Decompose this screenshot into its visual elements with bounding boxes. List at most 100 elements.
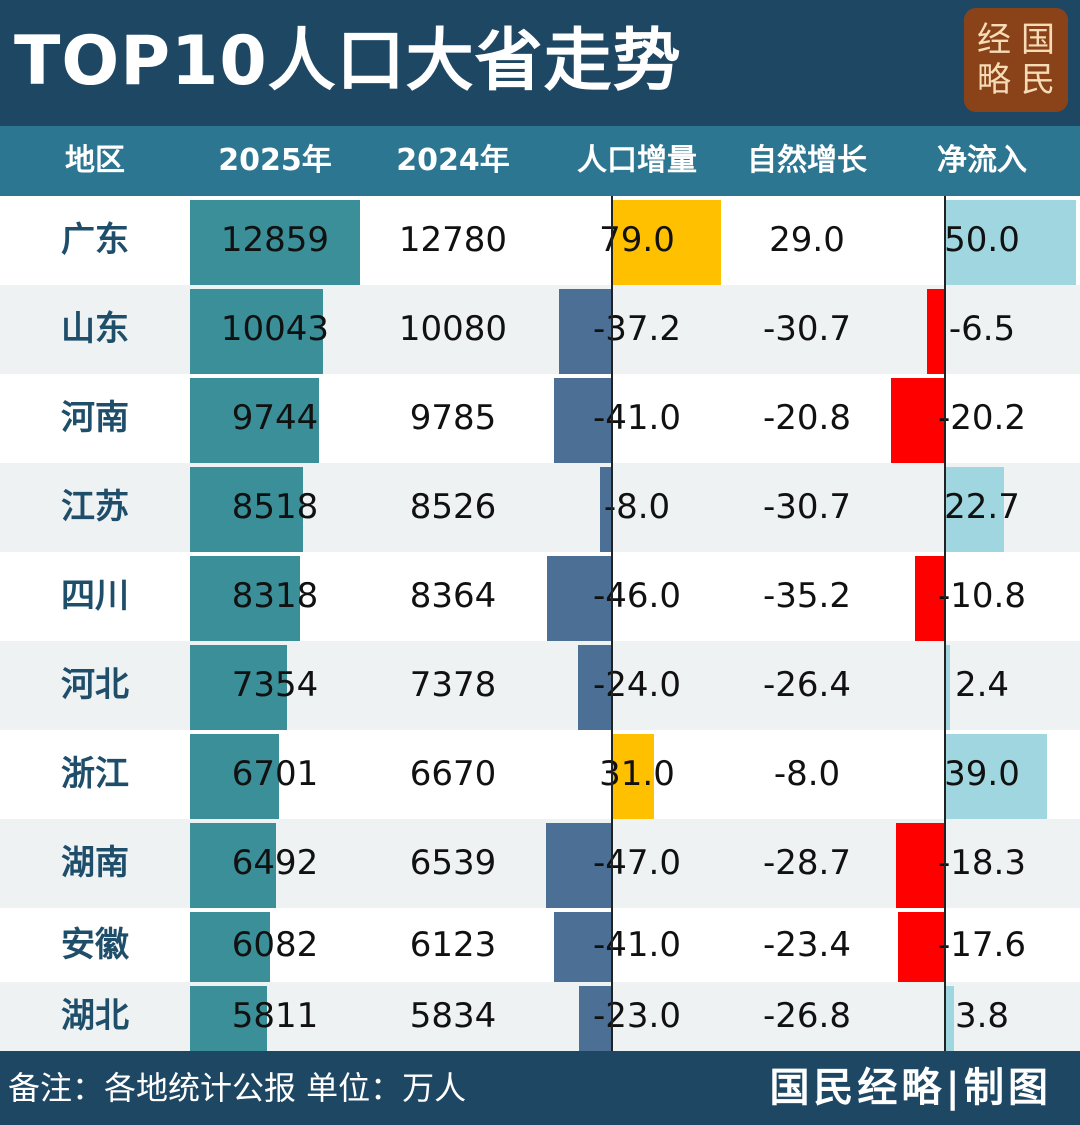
- inflow-axis-line: [944, 196, 946, 1051]
- bar-increase: [554, 912, 611, 982]
- table-row: 河北 7354 7378 -24.0 -26.4 2.4: [0, 641, 1080, 730]
- cell-2024: 12780: [398, 220, 508, 260]
- cell-region: 四川: [61, 576, 129, 616]
- cell-inflow: -6.5: [948, 309, 1016, 349]
- cell-inflow: -18.3: [938, 843, 1026, 883]
- bar-2025: [190, 556, 300, 641]
- cell-2025: 9744: [231, 398, 319, 438]
- table-row: 湖南 6492 6539 -47.0 -28.7 -18.3: [0, 819, 1080, 908]
- bar-inflow: [944, 645, 950, 730]
- header-increase: 人口增量: [577, 143, 697, 178]
- bar-increase: [547, 556, 611, 641]
- header-region: 地区: [65, 143, 125, 178]
- row-background: [0, 285, 1080, 374]
- bar-2025: [190, 912, 270, 982]
- cell-increase: -41.0: [593, 398, 681, 438]
- cell-increase: -41.0: [593, 925, 681, 965]
- cell-natural: -8.0: [773, 754, 841, 794]
- cell-2025: 6492: [231, 843, 319, 883]
- bar-increase: [554, 378, 611, 463]
- bar-2025: [190, 289, 323, 374]
- footer-note: 备注：各地统计公报 单位：万人: [8, 1069, 467, 1107]
- cell-inflow: -20.2: [938, 398, 1026, 438]
- cell-natural: -30.7: [763, 487, 851, 527]
- cell-region: 河北: [61, 665, 129, 705]
- header-2025: 2025年: [218, 143, 332, 178]
- cell-inflow: 39.0: [944, 754, 1020, 794]
- cell-inflow: 2.4: [954, 665, 1010, 705]
- cell-2025: 6082: [231, 925, 319, 965]
- cell-2024: 7378: [409, 665, 497, 705]
- cell-natural: -23.4: [763, 925, 851, 965]
- title-bar: TOP10人口大省走势 经 国 略 民: [0, 0, 1080, 126]
- cell-natural: -28.7: [763, 843, 851, 883]
- cell-increase: 31.0: [599, 754, 675, 794]
- cell-increase: -24.0: [593, 665, 681, 705]
- increase-axis-line: [611, 196, 613, 1051]
- table-row: 广东 12859 12780 79.0 29.0 50.0: [0, 196, 1080, 285]
- cell-2025: 10043: [220, 309, 330, 349]
- table-row: 山东 10043 10080 -37.2 -30.7 -6.5: [0, 285, 1080, 374]
- seal-char: 经: [977, 20, 1011, 60]
- cell-region: 江苏: [61, 487, 129, 527]
- row-background: [0, 730, 1080, 819]
- bar-2025: [190, 200, 360, 285]
- seal-char: 国: [1021, 20, 1055, 60]
- table-row: 浙江 6701 6670 31.0 -8.0 39.0: [0, 730, 1080, 819]
- cell-inflow: -10.8: [938, 576, 1026, 616]
- footer-brand: 国民经略|制图: [769, 1064, 1052, 1111]
- cell-region: 山东: [61, 309, 129, 349]
- bar-2025: [190, 986, 267, 1051]
- header-natural: 自然增长: [747, 143, 867, 178]
- cell-2024: 6670: [409, 754, 497, 794]
- cell-increase: -37.2: [593, 309, 681, 349]
- bar-increase: [611, 200, 721, 285]
- bar-inflow: [944, 734, 1047, 819]
- cell-2024: 10080: [398, 309, 508, 349]
- bar-2025: [190, 823, 276, 908]
- cell-2025: 8318: [231, 576, 319, 616]
- cell-region: 湖北: [61, 996, 129, 1036]
- table-row: 四川 8318 8364 -46.0 -35.2 -10.8: [0, 552, 1080, 641]
- cell-region: 安徽: [61, 925, 129, 965]
- cell-region: 湖南: [61, 843, 129, 883]
- table-body: 广东 12859 12780 79.0 29.0 50.0 山东 10043 10080 -37.…: [0, 196, 1080, 1051]
- cell-natural: -26.8: [763, 996, 851, 1036]
- bar-2025: [190, 467, 303, 552]
- bar-inflow: [944, 986, 954, 1051]
- cell-region: 浙江: [61, 754, 129, 794]
- cell-2024: 8364: [409, 576, 497, 616]
- cell-2024: 6539: [409, 843, 497, 883]
- bar-increase: [579, 986, 611, 1051]
- bar-inflow: [896, 823, 944, 908]
- bar-inflow: [927, 289, 944, 374]
- cell-natural: -30.7: [763, 309, 851, 349]
- cell-2024: 9785: [409, 398, 497, 438]
- bar-increase: [559, 289, 611, 374]
- cell-natural: -20.8: [763, 398, 851, 438]
- cell-increase: -47.0: [593, 843, 681, 883]
- cell-2024: 5834: [409, 996, 497, 1036]
- cell-inflow: 22.7: [944, 487, 1020, 527]
- bar-inflow: [944, 467, 1004, 552]
- cell-inflow: 50.0: [944, 220, 1020, 260]
- table-header: 地区 2025年 2024年 人口增量 自然增长 净流入: [0, 126, 1080, 196]
- cell-2025: 6701: [231, 754, 319, 794]
- footer: 备注：各地统计公报 单位：万人 国民经略|制图: [0, 1051, 1080, 1125]
- bar-increase: [611, 734, 654, 819]
- table-row: 河南 9744 9785 -41.0 -20.8 -20.2: [0, 374, 1080, 463]
- cell-region: 广东: [61, 220, 129, 260]
- row-background: [0, 982, 1080, 1051]
- cell-inflow: 3.8: [954, 996, 1010, 1036]
- table-row: 江苏 8518 8526 -8.0 -30.7 22.7: [0, 463, 1080, 552]
- cell-inflow: -17.6: [938, 925, 1026, 965]
- header-inflow: 净流入: [937, 143, 1027, 178]
- header-2024: 2024年: [396, 143, 510, 178]
- cell-region: 河南: [61, 398, 129, 438]
- row-background: [0, 463, 1080, 552]
- row-background: [0, 552, 1080, 641]
- cell-natural: 29.0: [769, 220, 845, 260]
- page-title: TOP10人口大省走势: [14, 22, 682, 101]
- bar-increase: [600, 467, 611, 552]
